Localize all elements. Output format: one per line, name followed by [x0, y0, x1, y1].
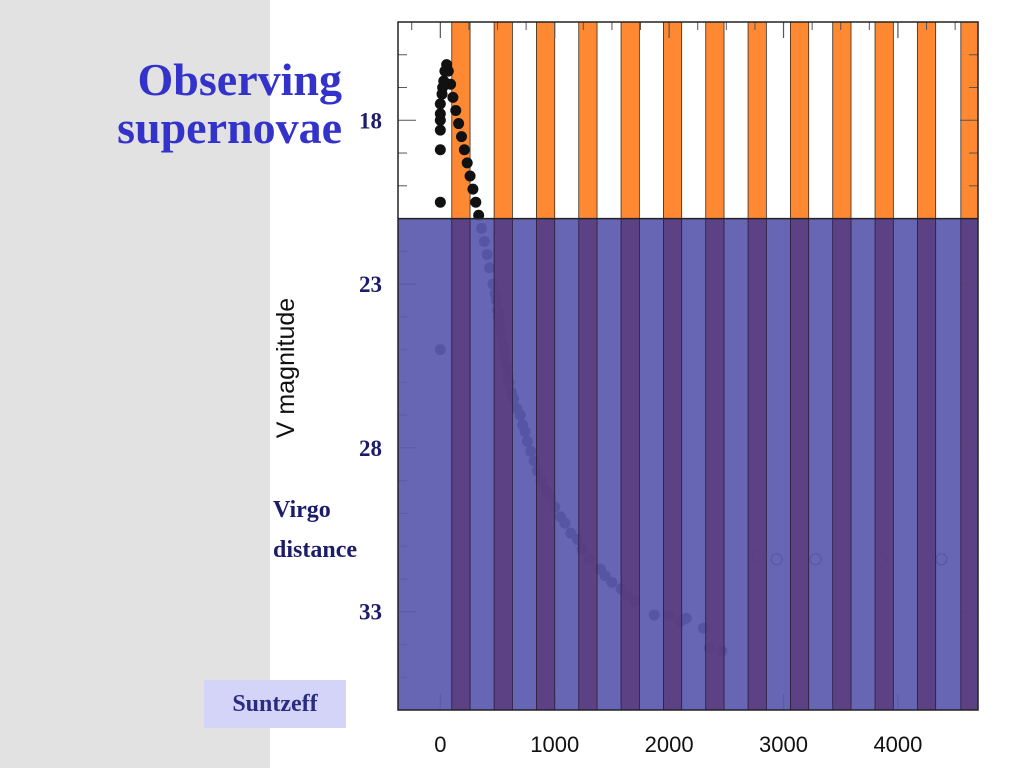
orange-stripe: [916, 21, 937, 219]
purple-stripe: [451, 218, 471, 711]
x-tick-label: 1000: [530, 732, 579, 757]
data-point: [461, 157, 473, 169]
credit-label: Suntzeff: [232, 690, 318, 717]
orange-stripe: [663, 21, 683, 219]
data-point: [434, 98, 446, 110]
orange-stripe: [620, 21, 640, 219]
data-point: [434, 114, 446, 126]
orange-stripe: [874, 21, 894, 219]
y-tick-label: 18: [359, 108, 382, 133]
purple-stripe: [747, 218, 767, 711]
purple-stripe: [536, 218, 556, 711]
purple-stripe: [916, 218, 937, 711]
data-point: [470, 196, 482, 208]
x-tick-label: 2000: [645, 732, 694, 757]
annotation-line-1: Virgo: [273, 497, 331, 523]
data-point: [450, 104, 462, 116]
data-point: [445, 78, 457, 90]
slide-title: Observing supernovae: [20, 56, 342, 152]
orange-stripe: [789, 21, 810, 219]
orange-stripe: [536, 21, 556, 219]
annotation-line-2: distance: [273, 537, 357, 563]
purple-stripe: [874, 218, 894, 711]
purple-stripe: [960, 218, 979, 711]
purple-stripe: [663, 218, 683, 711]
y-tick-label: 33: [359, 600, 382, 625]
data-point: [434, 196, 446, 208]
y-axis-title: V magnitude: [272, 298, 300, 438]
data-point: [464, 170, 476, 182]
slide-title-line-1: Observing: [137, 54, 342, 105]
x-tick-label: 0: [434, 732, 446, 757]
data-point: [442, 65, 454, 77]
data-point: [467, 183, 479, 195]
purple-stripe: [789, 218, 810, 711]
purple-stripe: [493, 218, 513, 711]
data-point: [453, 118, 465, 130]
orange-stripe: [578, 21, 598, 219]
purple-stripe: [578, 218, 598, 711]
slide-title-line-2: supernovae: [117, 102, 342, 153]
data-point: [434, 144, 446, 156]
purple-stripe: [705, 218, 725, 711]
x-tick-label: 3000: [759, 732, 808, 757]
plot-frame: [397, 21, 979, 711]
purple-stripe: [832, 218, 852, 711]
credit-box: Suntzeff: [204, 680, 346, 728]
orange-stripe: [493, 21, 513, 219]
data-point: [434, 124, 446, 136]
y-tick-label: 28: [359, 436, 382, 461]
y-tick-label: 23: [359, 272, 382, 297]
data-point: [455, 131, 467, 143]
orange-stripe: [747, 21, 767, 219]
data-point: [447, 91, 459, 103]
left-panel: [0, 0, 270, 768]
purple-stripe: [620, 218, 640, 711]
orange-stripe: [832, 21, 852, 219]
x-tick-label: 4000: [873, 732, 922, 757]
data-point: [458, 144, 470, 156]
orange-stripe: [705, 21, 725, 219]
